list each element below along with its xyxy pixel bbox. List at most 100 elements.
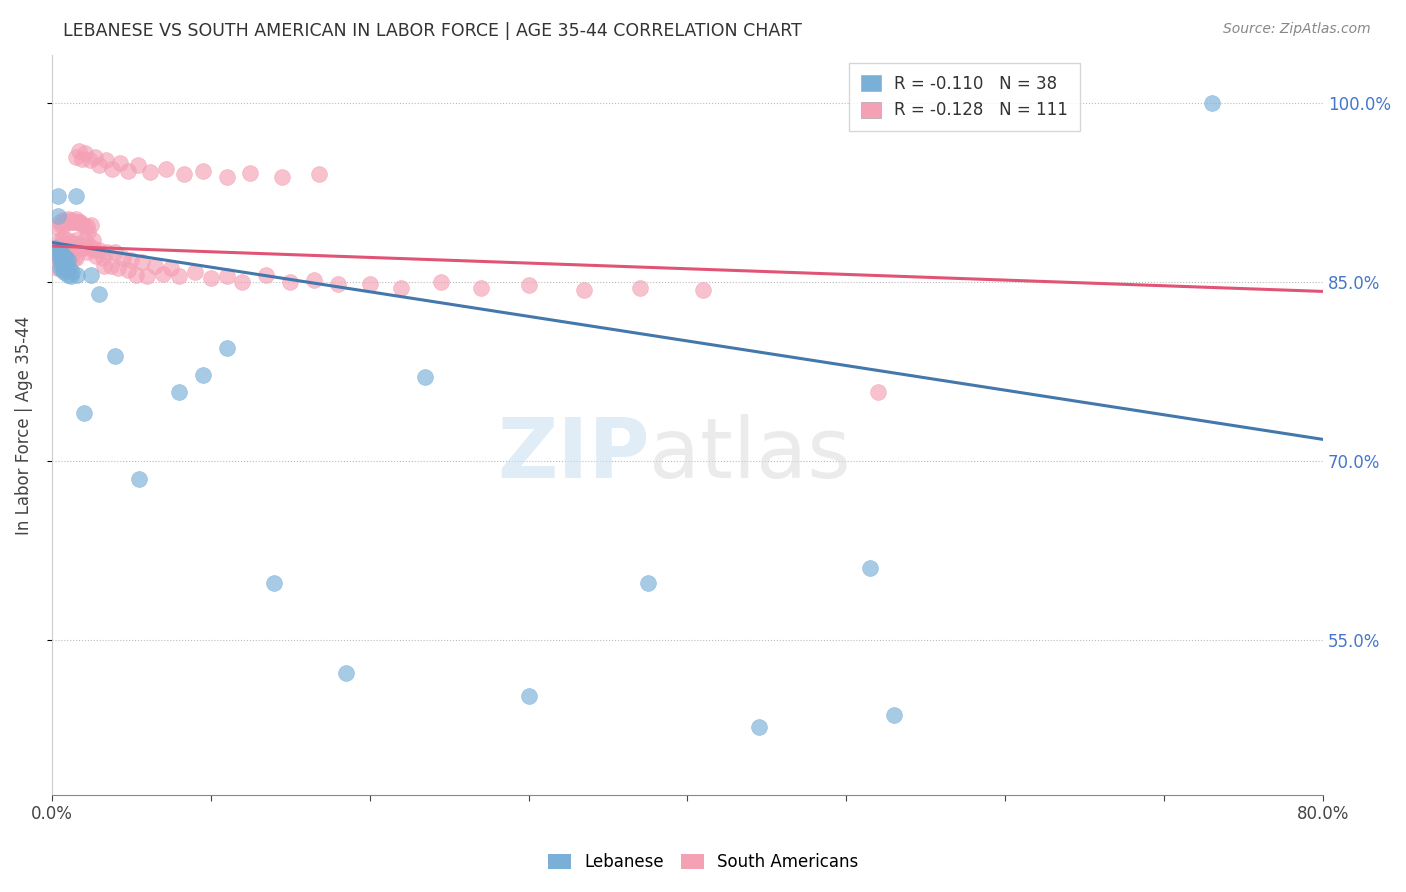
Point <box>107 260 129 275</box>
Point <box>83 150 105 164</box>
Point <box>63 236 86 251</box>
Point <box>55 253 77 268</box>
Point <box>52 231 75 245</box>
Point <box>84 249 107 263</box>
Point <box>89 158 111 172</box>
Point <box>155 161 177 176</box>
Point <box>859 561 882 575</box>
Point <box>65 211 87 226</box>
Point <box>66 215 89 229</box>
Point <box>359 277 381 292</box>
Point <box>44 242 66 256</box>
Point <box>56 268 79 282</box>
Point <box>46 249 69 263</box>
Point <box>96 245 118 260</box>
Point <box>89 243 111 257</box>
Point <box>271 169 294 184</box>
Point <box>79 153 101 168</box>
Point <box>48 251 70 265</box>
Point <box>58 251 80 265</box>
Point <box>65 251 87 265</box>
Point <box>53 265 76 279</box>
Point <box>868 384 890 399</box>
Point <box>692 283 714 297</box>
Point <box>75 146 97 161</box>
Point <box>51 245 73 260</box>
Point <box>72 242 94 256</box>
Point <box>239 166 262 180</box>
Point <box>231 275 253 289</box>
Point <box>430 275 453 289</box>
Point <box>254 268 277 282</box>
Point <box>108 155 131 169</box>
Point <box>120 253 142 268</box>
Point <box>67 215 90 229</box>
Point <box>67 239 90 253</box>
Point <box>53 236 76 251</box>
Point <box>167 384 190 399</box>
Point <box>131 254 153 268</box>
Point <box>628 281 651 295</box>
Point <box>48 260 70 275</box>
Point <box>413 370 436 384</box>
Text: LEBANESE VS SOUTH AMERICAN IN LABOR FORCE | AGE 35-44 CORRELATION CHART: LEBANESE VS SOUTH AMERICAN IN LABOR FORC… <box>63 22 803 40</box>
Point <box>308 168 330 182</box>
Point <box>93 260 115 274</box>
Point <box>45 245 67 260</box>
Point <box>62 215 84 229</box>
Point <box>76 219 98 233</box>
Point <box>128 472 150 486</box>
Point <box>56 233 79 247</box>
Point <box>70 242 93 256</box>
Point <box>70 218 93 232</box>
Point <box>52 263 75 277</box>
Point <box>200 271 222 285</box>
Y-axis label: In Labor Force | Age 35-44: In Labor Force | Age 35-44 <box>15 316 32 534</box>
Point <box>70 152 93 166</box>
Point <box>59 268 82 283</box>
Point <box>55 236 77 251</box>
Point <box>51 253 73 268</box>
Point <box>66 236 89 251</box>
Point <box>136 268 159 283</box>
Point <box>63 251 86 265</box>
Point <box>52 212 75 227</box>
Point <box>152 267 174 281</box>
Point <box>72 218 94 232</box>
Point <box>76 245 98 260</box>
Text: atlas: atlas <box>650 414 851 495</box>
Point <box>48 251 70 265</box>
Point <box>63 215 86 229</box>
Point <box>56 253 79 268</box>
Point <box>191 164 214 178</box>
Point <box>215 169 238 184</box>
Point <box>637 575 659 590</box>
Point <box>67 144 90 158</box>
Point <box>883 708 905 723</box>
Point <box>51 236 73 251</box>
Point <box>748 720 770 734</box>
Point <box>100 260 122 274</box>
Point <box>112 251 135 265</box>
Point <box>53 253 76 268</box>
Point <box>55 251 77 265</box>
Point <box>191 368 214 382</box>
Point <box>45 260 67 275</box>
Point <box>65 233 87 247</box>
Point <box>59 212 82 227</box>
Point <box>143 260 166 274</box>
Point <box>82 233 104 247</box>
Point <box>75 233 97 247</box>
Point <box>46 221 69 235</box>
Legend: R = -0.110   N = 38, R = -0.128   N = 111: R = -0.110 N = 38, R = -0.128 N = 111 <box>849 63 1080 131</box>
Point <box>56 211 79 226</box>
Point <box>167 268 190 283</box>
Point <box>83 243 105 257</box>
Point <box>55 215 77 229</box>
Point <box>58 215 80 229</box>
Point <box>326 277 349 292</box>
Point <box>53 249 76 263</box>
Point <box>55 260 77 275</box>
Text: Source: ZipAtlas.com: Source: ZipAtlas.com <box>1223 22 1371 37</box>
Point <box>56 253 79 268</box>
